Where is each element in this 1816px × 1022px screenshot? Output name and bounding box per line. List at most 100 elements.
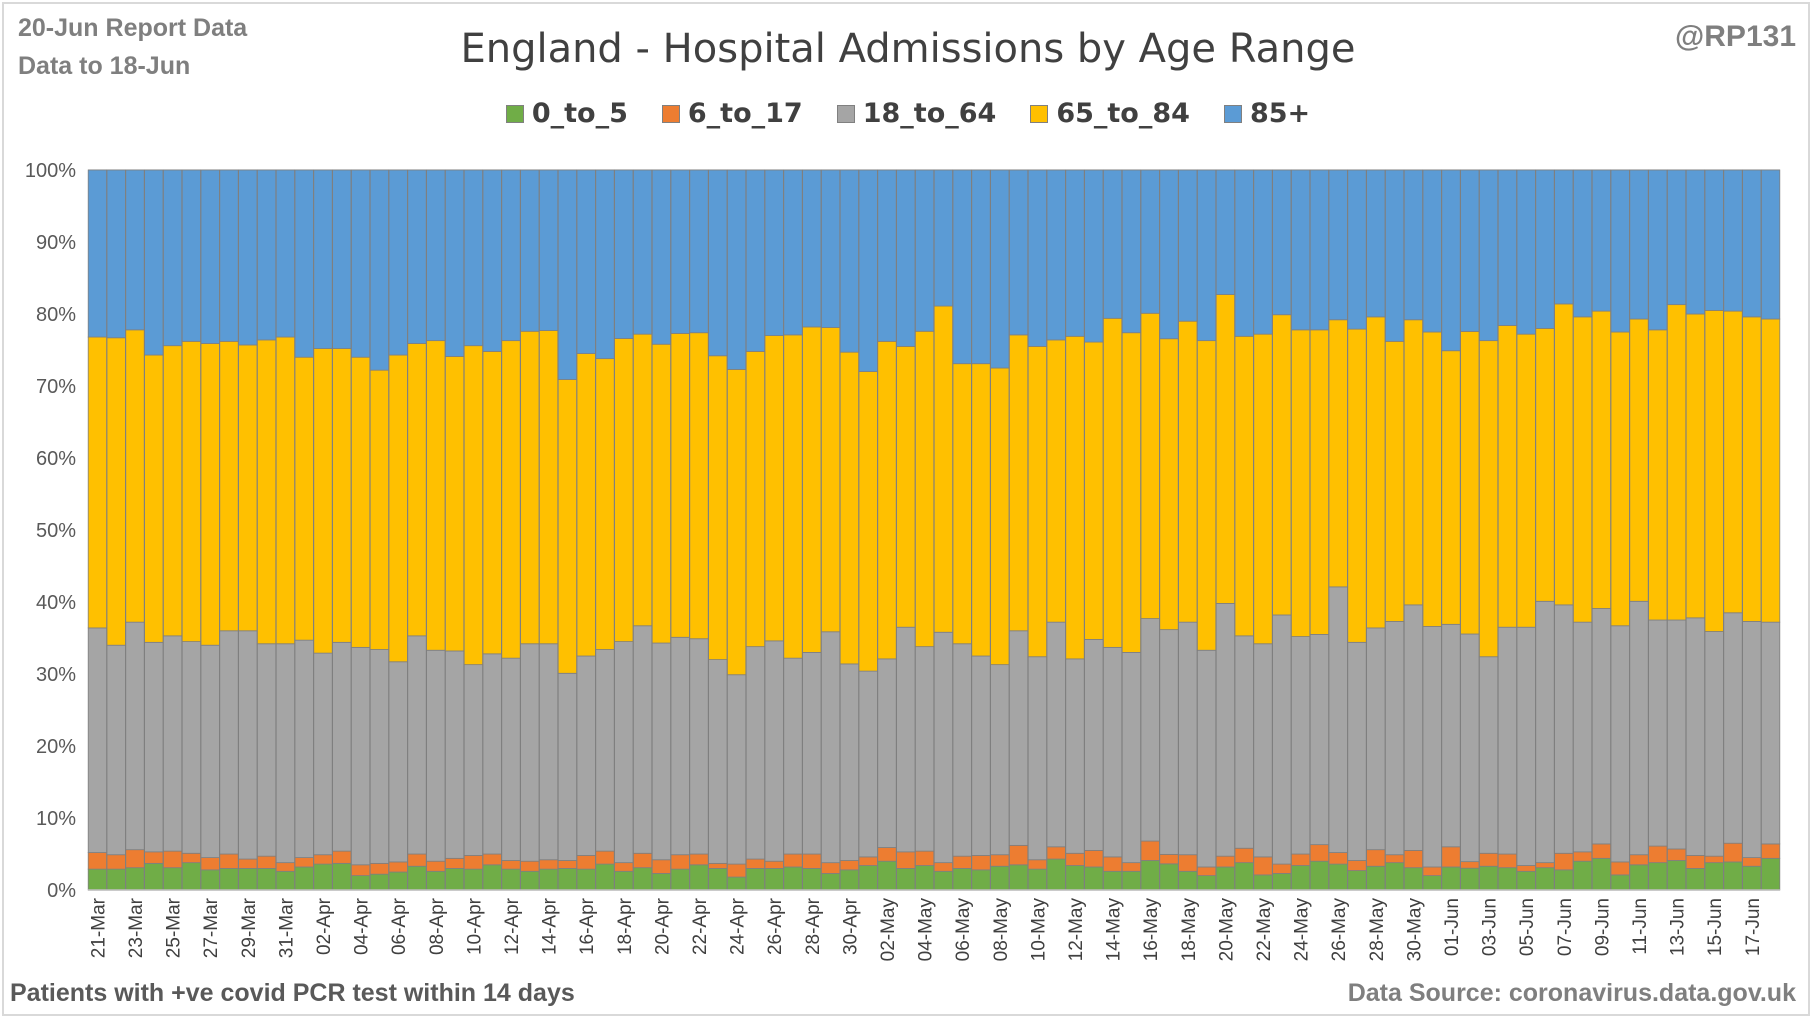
bar-segment bbox=[1290, 169, 1311, 331]
bar-segment bbox=[1535, 867, 1555, 891]
bar-segment bbox=[783, 657, 803, 855]
bar-segment bbox=[1215, 169, 1236, 295]
bar-segment bbox=[1478, 865, 1499, 891]
legend-label-6-to-17: 6_to_17 bbox=[687, 98, 803, 129]
bar-segment bbox=[369, 369, 390, 650]
bar-segment bbox=[1215, 603, 1236, 857]
x-tick-label: 28-Apr bbox=[803, 897, 824, 955]
legend-label-18-to-64: 18_to_64 bbox=[862, 98, 997, 129]
bar-segment bbox=[294, 866, 314, 891]
bar-segment bbox=[238, 169, 258, 346]
bar-segment bbox=[1234, 862, 1254, 891]
bar-segment bbox=[745, 351, 766, 648]
legend-label-65-to-84: 65_to_84 bbox=[1056, 98, 1190, 129]
bar-segment bbox=[1384, 621, 1405, 856]
bar-segment bbox=[1535, 327, 1555, 602]
bar-segment bbox=[1591, 169, 1612, 312]
bar-segment bbox=[219, 630, 239, 855]
y-tick-label: 100% bbox=[25, 160, 76, 182]
legend-swatch-6-to-17 bbox=[661, 104, 680, 123]
bar-segment bbox=[689, 169, 709, 334]
bar-segment bbox=[802, 868, 822, 891]
bar-segment bbox=[162, 345, 183, 637]
bar-segment bbox=[708, 659, 728, 864]
bar-segment bbox=[238, 344, 258, 632]
bar-segment bbox=[1685, 169, 1706, 315]
bar-segment bbox=[557, 868, 578, 891]
bar-segment bbox=[313, 854, 333, 865]
bar-segment bbox=[1648, 329, 1668, 621]
bar-segment bbox=[181, 862, 202, 891]
bar-segment bbox=[1065, 852, 1085, 866]
bar-segment bbox=[388, 354, 408, 663]
bar-segment bbox=[1516, 865, 1536, 872]
bar-segment bbox=[1723, 169, 1743, 312]
y-tick-label: 50% bbox=[36, 520, 76, 542]
bar-segment bbox=[1554, 852, 1574, 871]
bar-segment bbox=[482, 853, 502, 866]
y-tick-label: 70% bbox=[36, 376, 76, 398]
y-tick-label: 20% bbox=[36, 736, 76, 758]
bar-segment bbox=[1704, 309, 1724, 632]
bar-segment bbox=[1478, 340, 1499, 658]
bar-segment bbox=[914, 865, 935, 891]
bar-segment bbox=[576, 655, 596, 856]
x-tick-label: 14-Apr bbox=[540, 897, 561, 955]
bar-segment bbox=[1309, 329, 1330, 635]
bar-segment bbox=[1178, 854, 1198, 872]
x-tick-label: 29-Mar bbox=[239, 897, 260, 958]
bar-segment bbox=[952, 363, 972, 645]
bar-segment bbox=[783, 853, 803, 868]
bar-segment bbox=[764, 335, 784, 642]
bar-segment bbox=[896, 169, 916, 347]
x-tick-label: 06-Apr bbox=[389, 897, 410, 955]
bar-segment bbox=[896, 851, 916, 869]
bar-segment bbox=[181, 641, 202, 854]
bar-segment bbox=[745, 868, 766, 891]
bar-segment bbox=[1460, 633, 1480, 863]
bar-segment bbox=[426, 340, 446, 651]
bar-segment bbox=[858, 865, 878, 891]
bar-segment bbox=[595, 649, 615, 852]
bar-segment bbox=[388, 169, 408, 356]
bar-segment bbox=[557, 860, 578, 869]
bar-segment bbox=[106, 644, 126, 856]
bar-segment bbox=[1290, 865, 1311, 891]
bar-segment bbox=[1196, 649, 1217, 868]
bar-segment bbox=[332, 348, 352, 643]
bar-segment bbox=[1046, 621, 1066, 848]
bar-segment bbox=[1196, 875, 1217, 891]
bar-segment bbox=[426, 870, 446, 891]
x-tick-label: 20-May bbox=[1216, 898, 1237, 962]
bar-segment bbox=[144, 641, 164, 853]
bar-segment bbox=[595, 358, 615, 650]
bar-segment bbox=[1629, 864, 1649, 891]
bar-segment bbox=[1666, 304, 1687, 621]
bar-segment bbox=[407, 343, 427, 637]
bar-segment bbox=[933, 631, 954, 864]
bar-segment bbox=[501, 868, 521, 891]
bar-segment bbox=[1384, 340, 1405, 622]
bar-segment bbox=[1591, 857, 1612, 891]
bar-segment bbox=[388, 871, 408, 891]
bar-segment bbox=[933, 305, 954, 633]
bar-segment bbox=[1497, 867, 1518, 891]
bar-segment bbox=[557, 672, 578, 861]
bar-segment bbox=[1422, 875, 1442, 891]
chart-title: England - Hospital Admissions by Age Ran… bbox=[460, 26, 1356, 72]
bar-segment bbox=[557, 169, 578, 380]
bar-segment bbox=[914, 330, 935, 648]
bar-segment bbox=[144, 169, 164, 356]
bar-segment bbox=[1760, 857, 1781, 891]
bar-segment bbox=[1366, 627, 1386, 851]
bar-segment bbox=[388, 661, 408, 863]
bar-segment bbox=[632, 625, 653, 854]
bar-segment bbox=[1121, 169, 1142, 334]
bar-segment bbox=[1347, 860, 1367, 871]
bar-segment bbox=[1460, 169, 1480, 332]
x-tick-label: 08-May bbox=[991, 898, 1012, 962]
bar-segment bbox=[463, 345, 484, 666]
bar-segment bbox=[1403, 319, 1424, 606]
chart-legend: 0_to_5 6_to_17 18_to_64 65_to_84 85+ bbox=[0, 98, 1816, 129]
bar-segment bbox=[745, 169, 766, 352]
